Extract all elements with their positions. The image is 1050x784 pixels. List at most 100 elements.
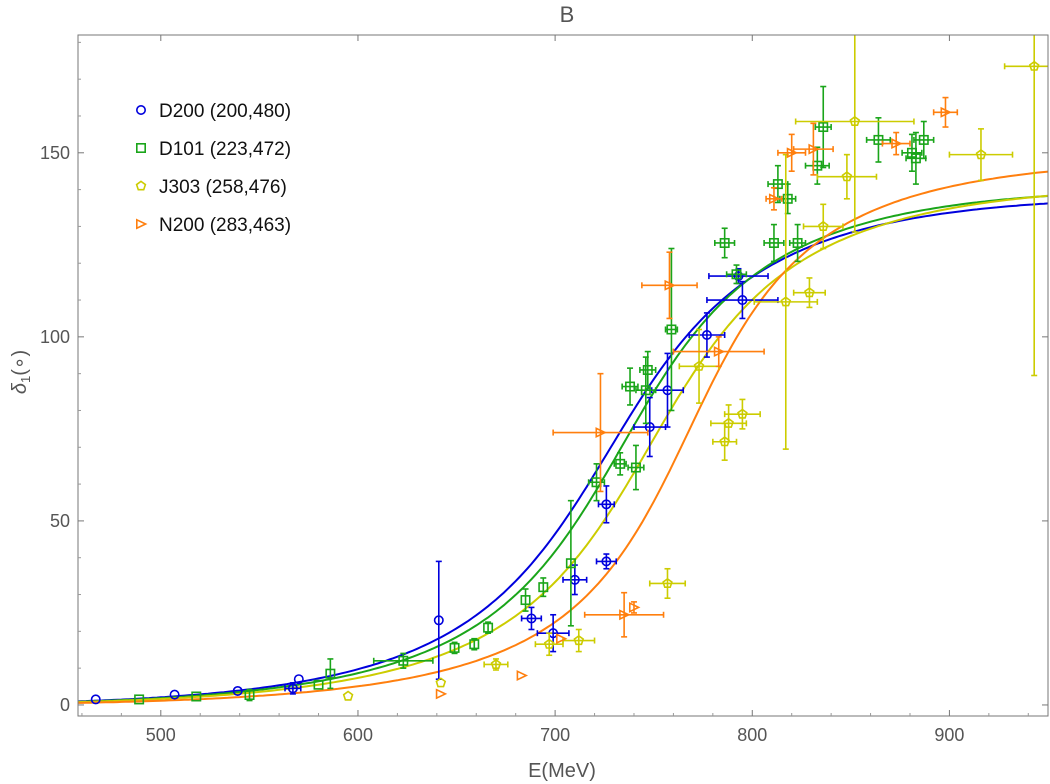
legend-entry-3: N200 (283,463) [136,215,291,236]
marker-triangle [808,143,820,155]
marker-square [483,622,494,633]
plot-area-frame [77,34,1049,717]
marker-circle [433,615,444,626]
data-point [635,356,657,425]
marker-square [910,153,921,164]
marker-triangle [768,193,781,205]
data-point [763,223,785,263]
marker-square [873,134,884,145]
marker-circle [232,685,243,696]
marker-square [325,668,336,679]
marker-square [625,381,636,392]
marker-triangle [786,147,799,159]
data-point [816,153,878,200]
marker-triangle [435,688,448,700]
data-point [802,203,844,250]
y-axis-label-units: (∘) [9,350,31,376]
marker-square [772,179,783,190]
data-point [520,588,531,612]
data-point [342,690,354,701]
marker-circle [293,674,304,685]
marker-circle [601,556,612,567]
data-point [672,336,765,368]
marker-square [538,582,549,593]
data-point [621,367,639,406]
marker-pentagon [135,180,147,191]
plot-frame [77,34,1049,717]
marker-circle [737,295,748,306]
fit-curve-2 [78,194,1048,704]
fit-curve-1 [78,195,1048,703]
marker-circle [644,422,655,433]
data-point [595,553,618,570]
marker-pentagon [435,677,447,688]
data-point [881,131,911,156]
series-points-1 [134,85,935,705]
y-axis-label-symbol: δ [9,382,31,394]
marker-pentagon [573,634,585,646]
marker-triangle [628,601,641,613]
x-axis-label: E(MeV) [528,760,596,782]
data-point [469,637,480,651]
series-points-0 [90,267,779,705]
legend-entry-1: D101 (223,472) [136,139,291,160]
chart-title: B [560,2,575,27]
marker-triangle [940,106,952,118]
data-point [932,96,959,128]
data-point [794,35,915,233]
data-point [779,183,797,215]
marker-pentagon [543,638,555,649]
data-point [325,658,336,690]
series-points-2 [342,35,1048,701]
data-point [191,691,202,702]
data-point [714,227,736,259]
marker-circle [90,694,101,705]
data-point [587,463,606,502]
data-point [435,688,448,700]
data-point [913,120,935,160]
data-point [538,577,549,598]
marker-square [134,694,145,705]
marker-square [449,642,460,653]
marker-triangle [556,633,568,645]
legend-label: D101 (223,472) [159,139,291,160]
data-points [90,35,1048,705]
marker-circle [526,613,537,624]
marker-pentagon [737,408,748,419]
x-tick-label: 800 [737,725,767,745]
legend-label: J303 (258,476) [159,177,287,198]
legend-entry-2: J303 (258,476) [135,177,287,198]
legend: D200 (200,480) D101 (223,472) J303 (258,47… [135,101,291,236]
data-point [865,117,892,163]
marker-square [918,134,929,145]
marker-pentagon [804,287,815,298]
marker-pentagon [490,658,502,670]
marker-triangle [595,427,607,439]
marker-triangle [713,346,726,358]
data-point [534,632,564,657]
data-point [134,694,145,705]
data-point [814,85,832,169]
marker-triangle [619,609,631,621]
series-points-3 [435,96,959,700]
data-point [483,658,509,671]
marker-square [398,655,409,666]
marker-pentagon [975,149,987,160]
data-point [628,601,641,614]
data-point [948,128,1014,182]
data-point [435,677,447,688]
data-point [232,685,243,696]
legend-entry-0: D200 (200,480) [136,101,291,122]
data-point [565,499,576,627]
y-tick-label: 0 [60,695,70,715]
axis-ticks: 500 600 700 800 900 0 50 100 150 [40,35,1048,745]
data-point [1003,35,1048,377]
data-point [562,628,596,653]
marker-triangle [516,670,529,681]
x-tick-label: 700 [540,725,570,745]
x-tick-label: 900 [934,725,964,745]
marker-triangle [664,279,676,291]
data-point [641,251,698,320]
data-point [613,452,627,476]
